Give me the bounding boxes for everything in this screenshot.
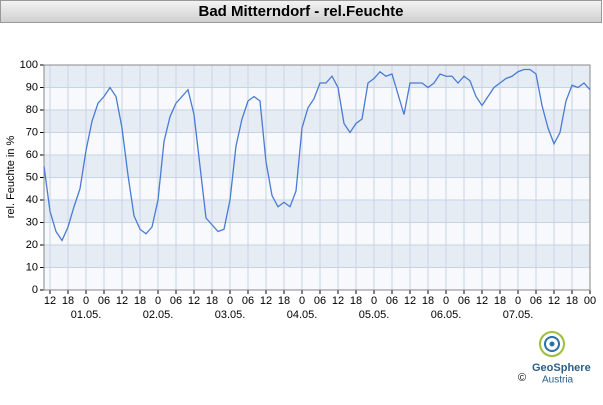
x-tick-label: 00 xyxy=(584,295,596,307)
data-line xyxy=(43,68,591,242)
grid-band xyxy=(44,65,590,88)
x-tick-label: 12 xyxy=(476,295,488,307)
x-tick-label: 06 xyxy=(386,295,398,307)
grid-band xyxy=(44,110,590,133)
date-label: 04.05. xyxy=(287,309,318,321)
date-label: 03.05. xyxy=(215,309,246,321)
x-tick-label: 06 xyxy=(170,295,182,307)
title-bar xyxy=(0,0,602,23)
x-tick-label: 0 xyxy=(227,295,233,307)
x-tick-label: 18 xyxy=(350,295,362,307)
x-tick-label: 0 xyxy=(515,295,521,307)
x-tick-label: 0 xyxy=(443,295,449,307)
logo-icon xyxy=(539,331,565,357)
x-tick-label: 18 xyxy=(566,295,578,307)
x-tick-label: 06 xyxy=(98,295,110,307)
x-tick-label: 0 xyxy=(83,295,89,307)
x-tick-label: 12 xyxy=(404,295,416,307)
y-tick-label: 30 xyxy=(26,216,38,228)
y-tick-label: 90 xyxy=(26,81,38,93)
date-label: 05.05. xyxy=(359,309,390,321)
logo-icon xyxy=(549,341,555,347)
y-tick-label: 70 xyxy=(26,126,38,138)
x-tick-label: 06 xyxy=(314,295,326,307)
x-tick-label: 06 xyxy=(530,295,542,307)
x-tick-label: 12 xyxy=(188,295,200,307)
copyright: © xyxy=(518,372,526,384)
y-tick-label: 60 xyxy=(26,149,38,161)
x-tick-label: 12 xyxy=(116,295,128,307)
y-axis-label: rel. Feuchte in % xyxy=(5,136,17,219)
y-tick-label: 80 xyxy=(26,104,38,116)
grid-band xyxy=(44,222,590,245)
x-tick-label: 18 xyxy=(206,295,218,307)
y-tick-label: 50 xyxy=(26,171,38,183)
grid-band xyxy=(44,155,590,178)
plot-frame xyxy=(43,64,591,291)
x-tick-label: 0 xyxy=(371,295,377,307)
date-label: 01.05. xyxy=(71,309,102,321)
y-tick-label: 40 xyxy=(26,194,38,206)
date-label: 02.05. xyxy=(143,309,174,321)
logo-name: GeoSphere xyxy=(532,362,591,374)
x-tick-label: 06 xyxy=(458,295,470,307)
chart-title: Bad Mitterndorf - rel.Feuchte xyxy=(198,3,403,20)
y-tick-label: 100 xyxy=(20,59,38,71)
x-tick-label: 0 xyxy=(299,295,305,307)
grid-band xyxy=(44,177,590,200)
x-tick-label: 12 xyxy=(548,295,560,307)
grid-band xyxy=(44,245,590,268)
date-label: 07.05. xyxy=(503,309,534,321)
x-tick-label: 12 xyxy=(260,295,272,307)
x-tick-label: 18 xyxy=(494,295,506,307)
x-tick-label: 18 xyxy=(422,295,434,307)
x-tick-label: 06 xyxy=(242,295,254,307)
x-tick-label: 12 xyxy=(44,295,56,307)
logo: GeoSphere Austria © xyxy=(518,331,591,386)
logo-icon xyxy=(544,336,560,352)
x-tick-label: 12 xyxy=(332,295,344,307)
plot-area xyxy=(44,64,591,291)
grid-band xyxy=(44,132,590,155)
grid-band xyxy=(44,87,590,110)
x-tick-label: 18 xyxy=(278,295,290,307)
logo-sub: Austria xyxy=(542,375,574,386)
x-tick-label: 18 xyxy=(134,295,146,307)
grid-band xyxy=(44,200,590,223)
y-tick-label: 10 xyxy=(26,261,38,273)
y-tick-label: 0 xyxy=(32,284,38,296)
grid-band xyxy=(44,267,590,290)
x-tick-label: 18 xyxy=(62,295,74,307)
x-tick-label: 0 xyxy=(155,295,161,307)
y-tick-label: 20 xyxy=(26,239,38,251)
date-label: 06.05. xyxy=(431,309,462,321)
